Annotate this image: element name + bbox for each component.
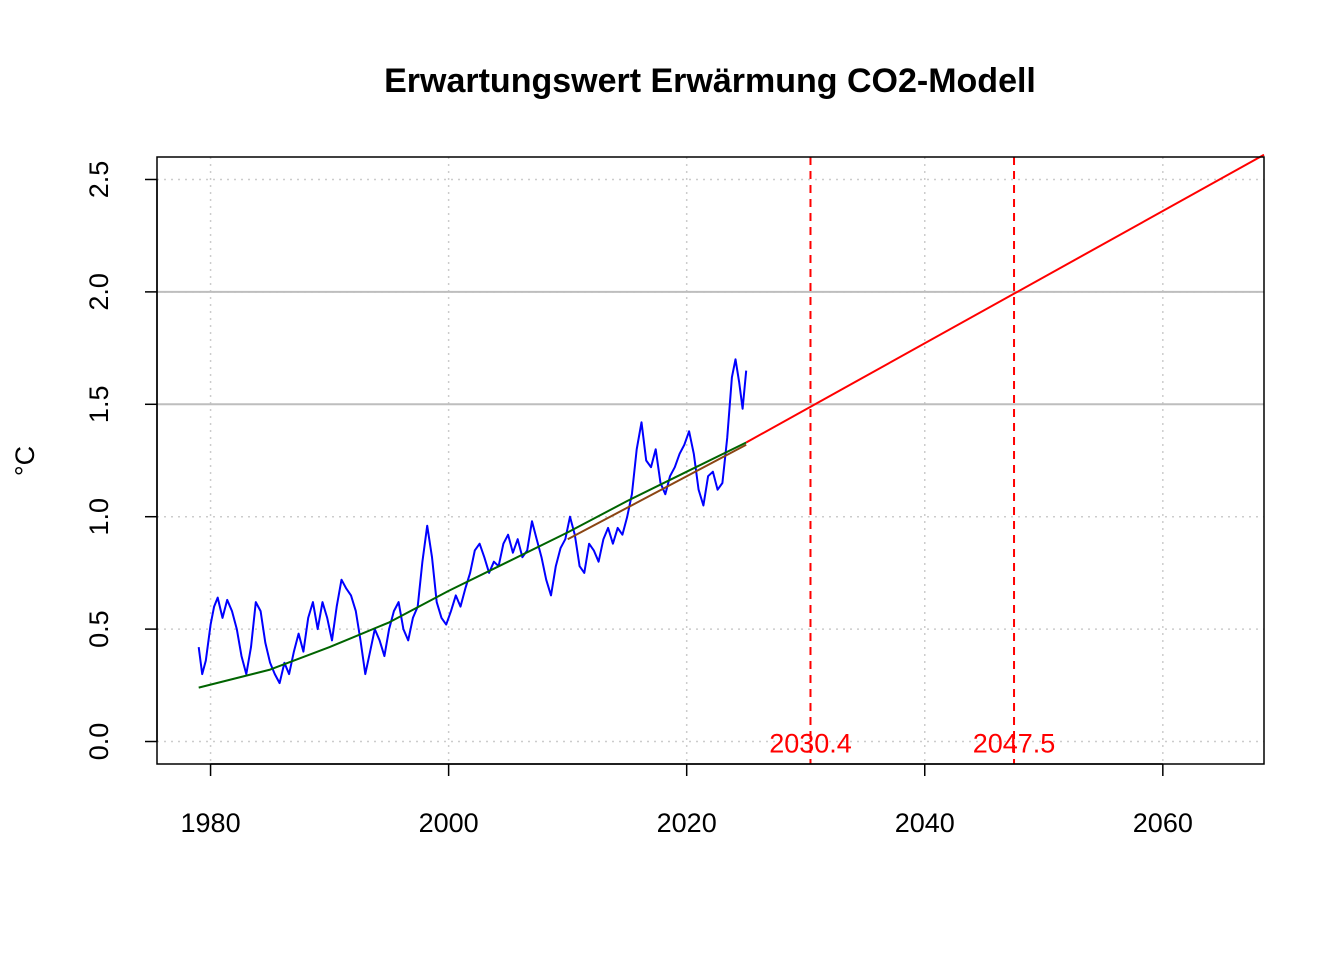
series-line-projection xyxy=(745,153,1265,444)
x-tick-label-1980: 1980 xyxy=(181,808,241,838)
y-tick-label-0.5: 0.5 xyxy=(84,610,114,648)
y-tick-label-1.5: 1.5 xyxy=(84,386,114,424)
x-tick-label-2020: 2020 xyxy=(657,808,717,838)
vertical-markers: 2030.4 2047.5 xyxy=(769,157,1055,764)
series-line-observed xyxy=(197,358,748,685)
chart-title: Erwartungswert Erwärmung CO2-Modell xyxy=(384,62,1036,100)
y-axis: 0.0 0.5 1.0 1.5 2.0 2.5 xyxy=(84,161,158,761)
vertical-marker-label-2: 2047.5 xyxy=(973,729,1056,759)
y-tick-label-2.5: 2.5 xyxy=(84,161,114,199)
x-tick-label-2000: 2000 xyxy=(419,808,479,838)
y-tick-label-2.0: 2.0 xyxy=(84,273,114,311)
series-line-model-fit xyxy=(198,441,747,689)
y-tick-label-1.0: 1.0 xyxy=(84,498,114,536)
y-axis-title: °C xyxy=(10,446,40,476)
threshold-lines xyxy=(157,290,1264,406)
vertical-marker-label-1: 2030.4 xyxy=(769,729,852,759)
x-tick-label-2060: 2060 xyxy=(1133,808,1193,838)
series-line-recent-trend xyxy=(567,443,747,541)
y-tick-label-0.0: 0.0 xyxy=(84,723,114,761)
x-axis: 1980 2000 2020 2040 2060 xyxy=(181,763,1193,838)
series-group xyxy=(197,153,1265,689)
x-tick-label-2040: 2040 xyxy=(895,808,955,838)
